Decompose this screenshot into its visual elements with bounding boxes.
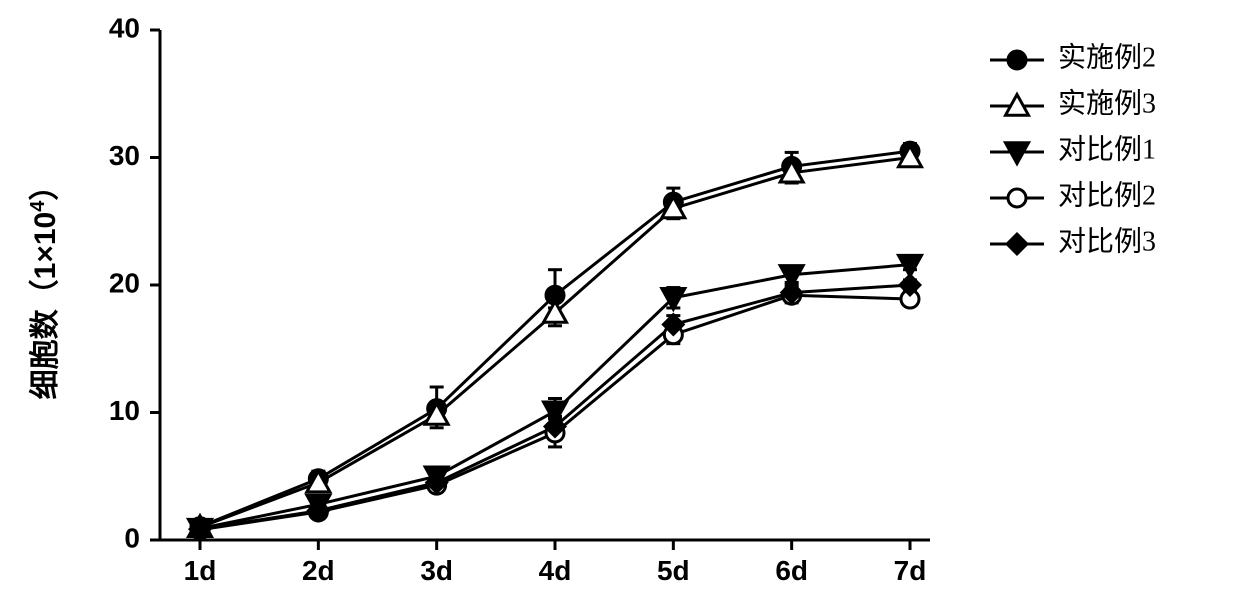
legend-label: 对比例3: [1058, 225, 1156, 257]
legend-label: 对比例1: [1058, 133, 1156, 165]
y-tick-label: 0: [124, 522, 140, 553]
legend-label: 实施例2: [1058, 41, 1156, 73]
x-tick-label: 5d: [657, 555, 690, 586]
x-tick-label: 4d: [539, 555, 572, 586]
x-tick-label: 7d: [894, 555, 927, 586]
x-tick-label: 6d: [775, 555, 808, 586]
y-tick-label: 10: [109, 395, 140, 426]
legend-label: 实施例3: [1058, 87, 1156, 119]
y-tick-label: 30: [109, 140, 140, 171]
chart-svg: 0102030401d2d3d4d5d6d7d细胞数（1×104）实施例2实施例…: [0, 0, 1240, 611]
x-tick-label: 2d: [302, 555, 335, 586]
x-tick-label: 1d: [184, 555, 217, 586]
x-tick-label: 3d: [420, 555, 453, 586]
legend-label: 对比例2: [1058, 179, 1156, 211]
y-tick-label: 20: [109, 267, 140, 298]
y-tick-label: 40: [109, 12, 140, 43]
chart-container: 0102030401d2d3d4d5d6d7d细胞数（1×104）实施例2实施例…: [0, 0, 1240, 611]
